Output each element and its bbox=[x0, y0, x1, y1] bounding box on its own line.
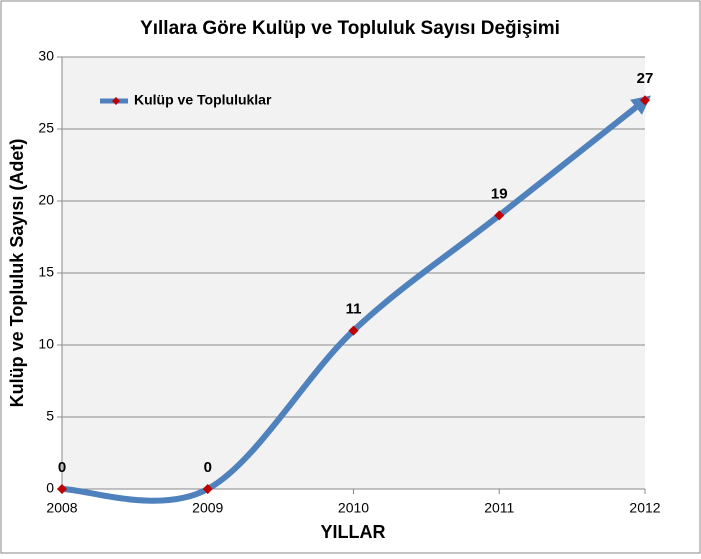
y-tick-label: 0 bbox=[46, 480, 54, 496]
chart-title: Yıllara Göre Kulüp ve Topluluk Sayısı De… bbox=[140, 18, 560, 39]
marks bbox=[57, 95, 652, 504]
data-label: 0 bbox=[204, 459, 212, 476]
x-tick-label: 2008 bbox=[46, 500, 77, 516]
data-label: 19 bbox=[491, 185, 508, 202]
y-tick-label: 25 bbox=[38, 120, 54, 136]
x-tick-label: 2010 bbox=[338, 500, 369, 516]
data-point bbox=[640, 95, 650, 106]
y-tick-label: 20 bbox=[38, 192, 54, 208]
y-tick-label: 30 bbox=[38, 48, 54, 64]
data-point bbox=[57, 484, 67, 494]
y-tick-label: 10 bbox=[38, 336, 54, 352]
data-label: 11 bbox=[346, 301, 362, 318]
grid bbox=[57, 56, 646, 494]
y-tick-label: 15 bbox=[38, 264, 54, 280]
x-tick-label: 2012 bbox=[629, 500, 660, 516]
x-axis-label: YILLAR bbox=[321, 522, 386, 542]
data-label: 27 bbox=[637, 70, 654, 87]
data-point bbox=[202, 484, 213, 494]
x-tick-label: 2011 bbox=[484, 500, 514, 516]
data-point bbox=[348, 325, 359, 336]
x-tick-label: 2009 bbox=[192, 500, 223, 516]
data-label: 0 bbox=[58, 459, 66, 476]
y-axis-label: Kulüp ve Topluluk Sayısı (Adet) bbox=[7, 139, 27, 408]
legend-label: Kulüp ve Topluluklar bbox=[134, 92, 272, 108]
y-tick-label: 5 bbox=[46, 408, 54, 424]
data-point bbox=[494, 210, 505, 221]
legend-marker bbox=[112, 97, 120, 105]
